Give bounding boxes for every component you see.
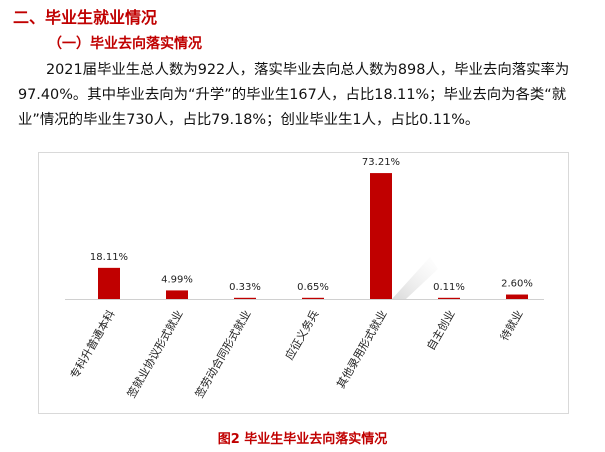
category-label-3: 签劳动合同形式就业	[192, 308, 254, 401]
chart-container: 18.11% 专科升普通本科 4.99% 签就业协议形式就业 0.33% 签劳动合同形式就…	[38, 152, 569, 414]
bar-2	[166, 290, 188, 299]
bar-3	[234, 297, 256, 299]
data-label-4: 0.65%	[297, 282, 329, 293]
category-label-5: 其他录用形式就业	[333, 308, 389, 391]
category-label-6: 自主创业	[424, 308, 457, 353]
category-label-1: 专科升普通本科	[67, 308, 118, 382]
summary-text: 2021届毕业生总人数为922人，落实毕业去向总人数为898人，毕业去向落实率为…	[18, 62, 570, 128]
data-label-3: 0.33%	[229, 282, 261, 293]
section-subtitle: （一）毕业去向落实情况	[48, 36, 202, 52]
bar-5	[370, 173, 392, 299]
summary-paragraph: 2021届毕业生总人数为922人，落实毕业去向总人数为898人，毕业去向落实率为…	[18, 58, 586, 133]
bar-6	[438, 297, 460, 299]
figure-caption: 图2 毕业生毕业去向落实情况	[217, 432, 388, 447]
data-label-2: 4.99%	[161, 274, 193, 285]
bar-4	[302, 297, 324, 299]
bar-1	[98, 267, 120, 299]
data-label-7: 2.60%	[501, 279, 533, 290]
data-label-6: 0.11%	[433, 282, 465, 293]
bar-chart: 18.11% 专科升普通本科 4.99% 签就业协议形式就业 0.33% 签劳动合同形式就…	[65, 157, 544, 401]
data-label-5: 73.21%	[362, 157, 400, 168]
bar-7	[506, 294, 528, 299]
category-label-4: 应征义务兵	[282, 308, 322, 363]
bar-shadow	[392, 257, 438, 299]
category-label-2: 签就业协议形式就业	[124, 308, 186, 401]
category-label-7: 待就业	[497, 308, 526, 344]
section-title: 二、毕业生就业情况	[13, 8, 158, 27]
data-label-1: 18.11%	[90, 252, 128, 263]
